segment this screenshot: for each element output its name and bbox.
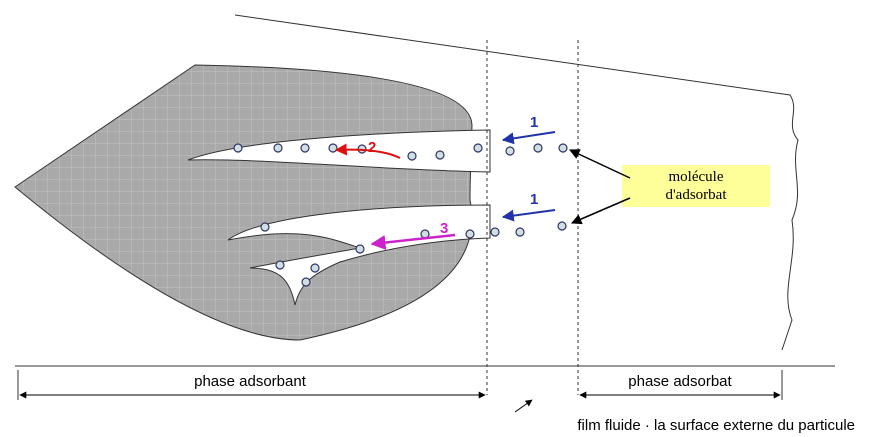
arrow-1 [503,210,555,217]
arrow-label: 1 [530,191,538,208]
arrow-label: 2 [368,139,376,156]
arrow-1 [503,132,555,140]
caption: film fluide · la surface externe du part… [577,417,855,434]
arrow-label: 1 [530,114,538,131]
particle [15,65,472,340]
region-label: phase adsorbat [628,373,732,390]
callout-text: d'adsorbat [665,187,727,203]
arrow-label: 3 [440,220,448,237]
region-label: phase adsorbant [194,373,307,390]
caption-pointer [515,400,532,412]
callout-text: molécule [669,169,724,185]
callout-pointer [570,150,630,178]
callout-pointer [572,198,630,223]
diagram: 1 2 1 3 molécule d'adsorbat phase adsorb… [0,0,872,437]
